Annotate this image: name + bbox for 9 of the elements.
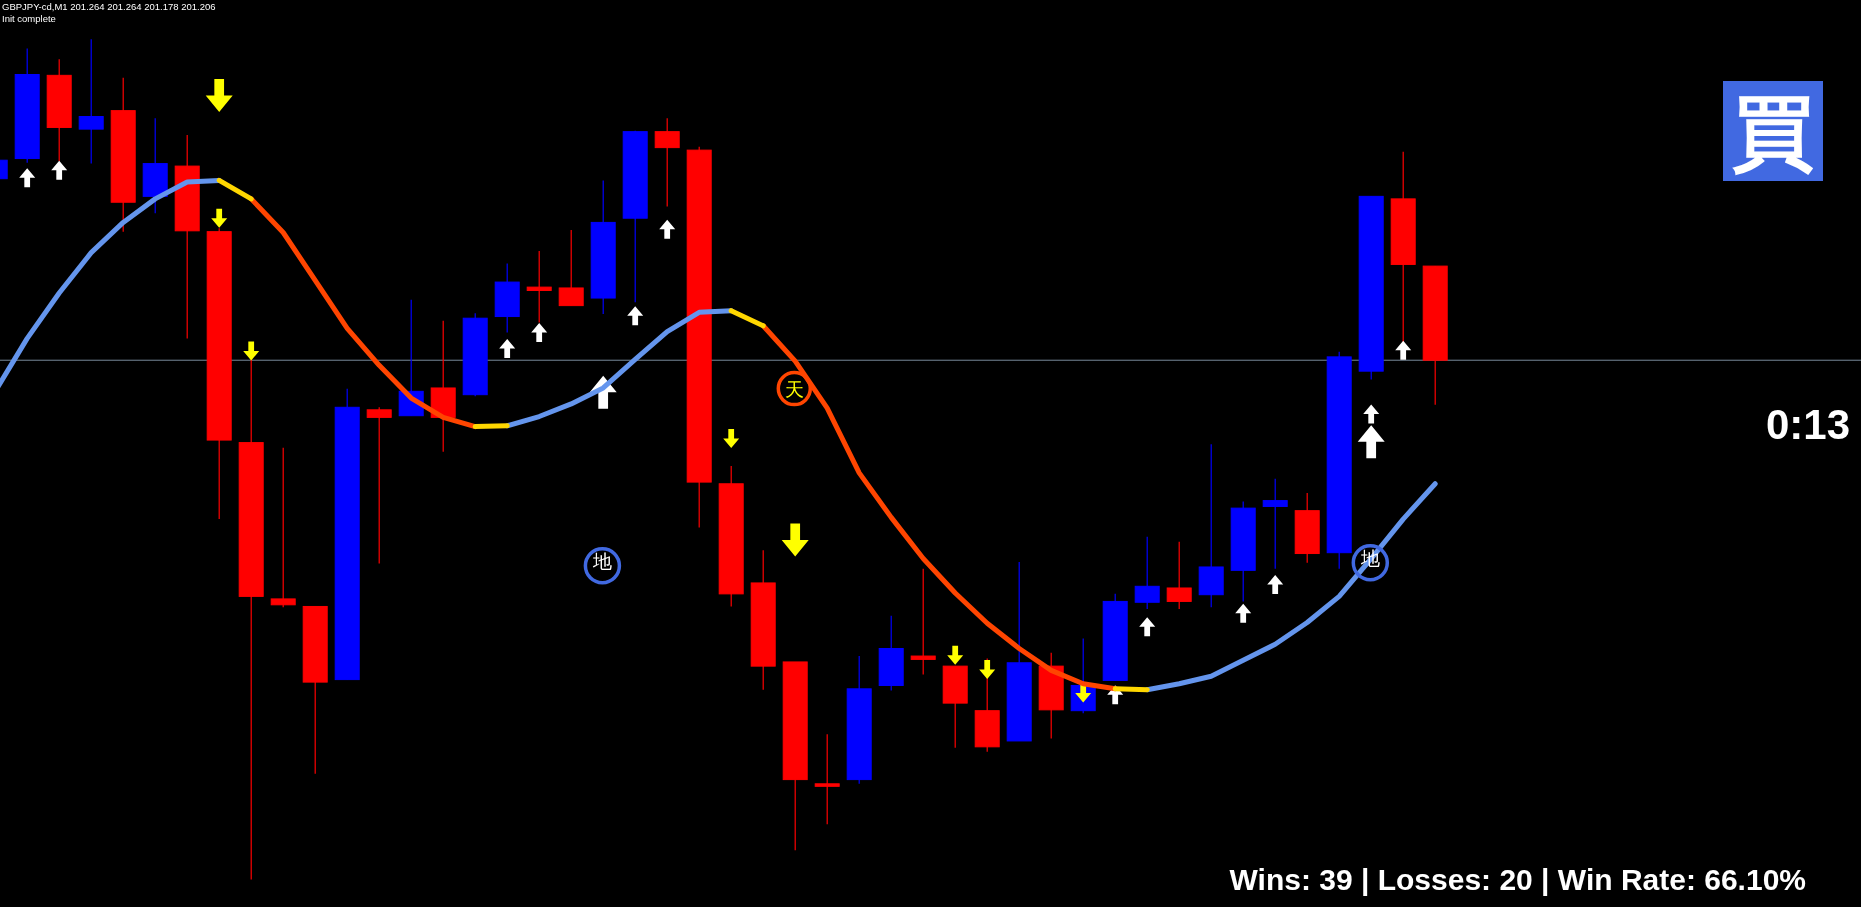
annotation: 天 [776, 370, 813, 407]
annotation: Wins: 39 | Losses: 20 | Win Rate: 66.10% [1229, 863, 1806, 896]
annotation: 0:13 [1765, 401, 1850, 448]
annotation: 地 [591, 550, 612, 572]
annotation: 地 [583, 546, 622, 585]
annotation: 買 [1723, 81, 1823, 181]
annotation: 天 [784, 377, 804, 400]
title: GBPJPY-cd,M1 201.264 201.264 201.178 201.206 [2, 1, 216, 12]
annotation: Init complete [2, 13, 56, 24]
